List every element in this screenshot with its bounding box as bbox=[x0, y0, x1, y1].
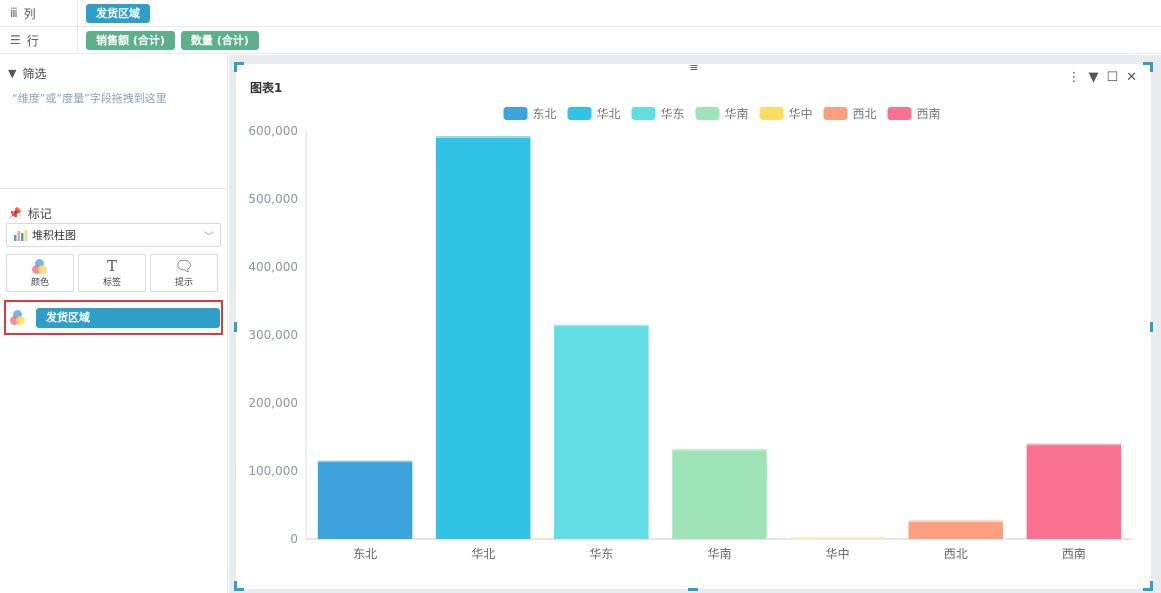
legend-label: 西南 bbox=[917, 106, 941, 121]
bar-0 bbox=[317, 460, 413, 539]
divider bbox=[0, 188, 228, 189]
columns-shelf: ⅲ 列 发货区域 bbox=[0, 0, 1161, 27]
more-options-icon[interactable]: ⋮ bbox=[1067, 70, 1081, 85]
mark-buttons: 颜色 T 标签 🗨 提示 bbox=[6, 254, 218, 292]
column-field-pill[interactable]: 发货区域 bbox=[86, 3, 150, 23]
assigned-field-pill[interactable]: 发货区域 bbox=[36, 307, 220, 328]
resize-handle-right[interactable] bbox=[1150, 322, 1153, 332]
rows-shelf: ☰ 行 销售额 (合计) 数量 (合计) bbox=[0, 27, 1161, 54]
column-icon: ⅲ bbox=[10, 6, 18, 20]
x-tick-label: 华东 bbox=[589, 547, 613, 561]
stacked-bar-chart-icon bbox=[14, 230, 27, 241]
marks-section-title: 📌 标记 bbox=[8, 207, 52, 221]
row-icon: ☰ bbox=[10, 33, 21, 47]
resize-corner-top-left[interactable] bbox=[234, 62, 244, 72]
y-tick-label: 300,000 bbox=[248, 328, 298, 342]
color-button[interactable]: 颜色 bbox=[6, 254, 74, 292]
y-tick-label: 400,000 bbox=[248, 260, 298, 274]
close-icon[interactable]: ✕ bbox=[1126, 70, 1137, 85]
y-tick-label: 200,000 bbox=[248, 396, 298, 410]
chevron-down-icon: ﹀ bbox=[204, 231, 214, 243]
chart-type-select[interactable]: 堆积柱图 ﹀ bbox=[6, 223, 221, 247]
y-tick-label: 600,000 bbox=[248, 124, 298, 138]
tooltip-icon: 🗨 bbox=[174, 257, 194, 275]
row-field-pill-quantity[interactable]: 数量 (合计) bbox=[180, 30, 259, 50]
x-tick-label: 西北 bbox=[944, 547, 968, 561]
resize-corner-bottom-right[interactable] bbox=[1143, 581, 1153, 591]
x-tick-label: 西南 bbox=[1062, 546, 1086, 561]
legend-swatch bbox=[567, 107, 592, 120]
bar-3 bbox=[672, 449, 767, 539]
legend-label: 华南 bbox=[725, 106, 749, 121]
x-tick-label: 华南 bbox=[707, 546, 731, 561]
rows-shelf-label: ☰ 行 bbox=[0, 27, 78, 53]
left-panel: ▼ 筛选 “维度”或“度量”字段拖拽到这里 📌 标记 堆积柱图 ﹀ 颜色 T 标 bbox=[0, 55, 228, 593]
legend-swatch bbox=[823, 107, 848, 120]
columns-shelf-label: ⅲ 列 bbox=[0, 0, 78, 26]
chart-title: 图表1 bbox=[250, 81, 283, 95]
maximize-icon[interactable]: ☐ bbox=[1106, 70, 1119, 85]
resize-corner-top-right[interactable] bbox=[1143, 62, 1153, 72]
filter-icon: ▼ bbox=[8, 67, 17, 80]
legend-swatch bbox=[695, 107, 720, 120]
tooltip-button[interactable]: 🗨 提示 bbox=[150, 254, 218, 292]
legend-label: 东北 bbox=[533, 107, 557, 121]
y-tick-label: 500,000 bbox=[248, 192, 298, 206]
row-field-pill-sales[interactable]: 销售额 (合计) bbox=[86, 30, 175, 50]
resize-corner-bottom-left[interactable] bbox=[234, 581, 244, 591]
legend-swatch bbox=[503, 107, 528, 120]
legend-label: 华中 bbox=[789, 106, 813, 121]
text-icon: T bbox=[106, 257, 117, 275]
assigned-color-field: 发货区域 bbox=[4, 300, 223, 335]
pin-icon: 📌 bbox=[8, 207, 22, 220]
y-tick-label: 0 bbox=[290, 532, 298, 546]
legend-swatch bbox=[631, 107, 656, 120]
filter-icon[interactable]: ▼ bbox=[1088, 70, 1099, 85]
legend-swatch bbox=[887, 107, 912, 120]
y-tick-label: 100,000 bbox=[248, 464, 298, 478]
filter-drop-zone[interactable]: “维度”或“度量”字段拖拽到这里 bbox=[12, 92, 167, 105]
legend-swatch bbox=[759, 107, 784, 120]
canvas-area: ≡ 图表1 ⋮ ▼ ☐ ✕ 0 100,000 200,000 300,000 400,… bbox=[229, 55, 1161, 593]
legend-label: 华北 bbox=[597, 107, 621, 121]
x-tick-label: 华北 bbox=[471, 547, 495, 561]
resize-handle-left[interactable] bbox=[234, 322, 237, 332]
bar-chart: 0 100,000 200,000 300,000 400,000 500,000 600,… bbox=[248, 106, 1133, 561]
chart-card[interactable]: ≡ 图表1 ⋮ ▼ ☐ ✕ 0 100,000 200,000 300,000 400,… bbox=[234, 61, 1153, 591]
filter-section-title: ▼ 筛选 bbox=[8, 67, 47, 81]
color-icon bbox=[32, 258, 48, 275]
bar-1 bbox=[435, 136, 531, 539]
drag-handle-icon[interactable]: ≡ bbox=[689, 61, 699, 74]
label-button[interactable]: T 标签 bbox=[78, 254, 146, 292]
color-icon bbox=[10, 309, 26, 326]
bar-6 bbox=[1026, 443, 1122, 539]
legend-label: 华东 bbox=[661, 107, 685, 121]
resize-handle-bottom[interactable] bbox=[688, 588, 698, 591]
x-tick-label: 东北 bbox=[353, 547, 377, 561]
legend-label: 西北 bbox=[853, 107, 877, 121]
bar-5 bbox=[908, 520, 1004, 539]
chart-type-value: 堆积柱图 bbox=[32, 229, 76, 242]
bar-2 bbox=[554, 324, 649, 539]
chart-toolbar: ⋮ ▼ ☐ ✕ bbox=[1067, 70, 1137, 85]
x-tick-label: 华中 bbox=[826, 546, 850, 561]
